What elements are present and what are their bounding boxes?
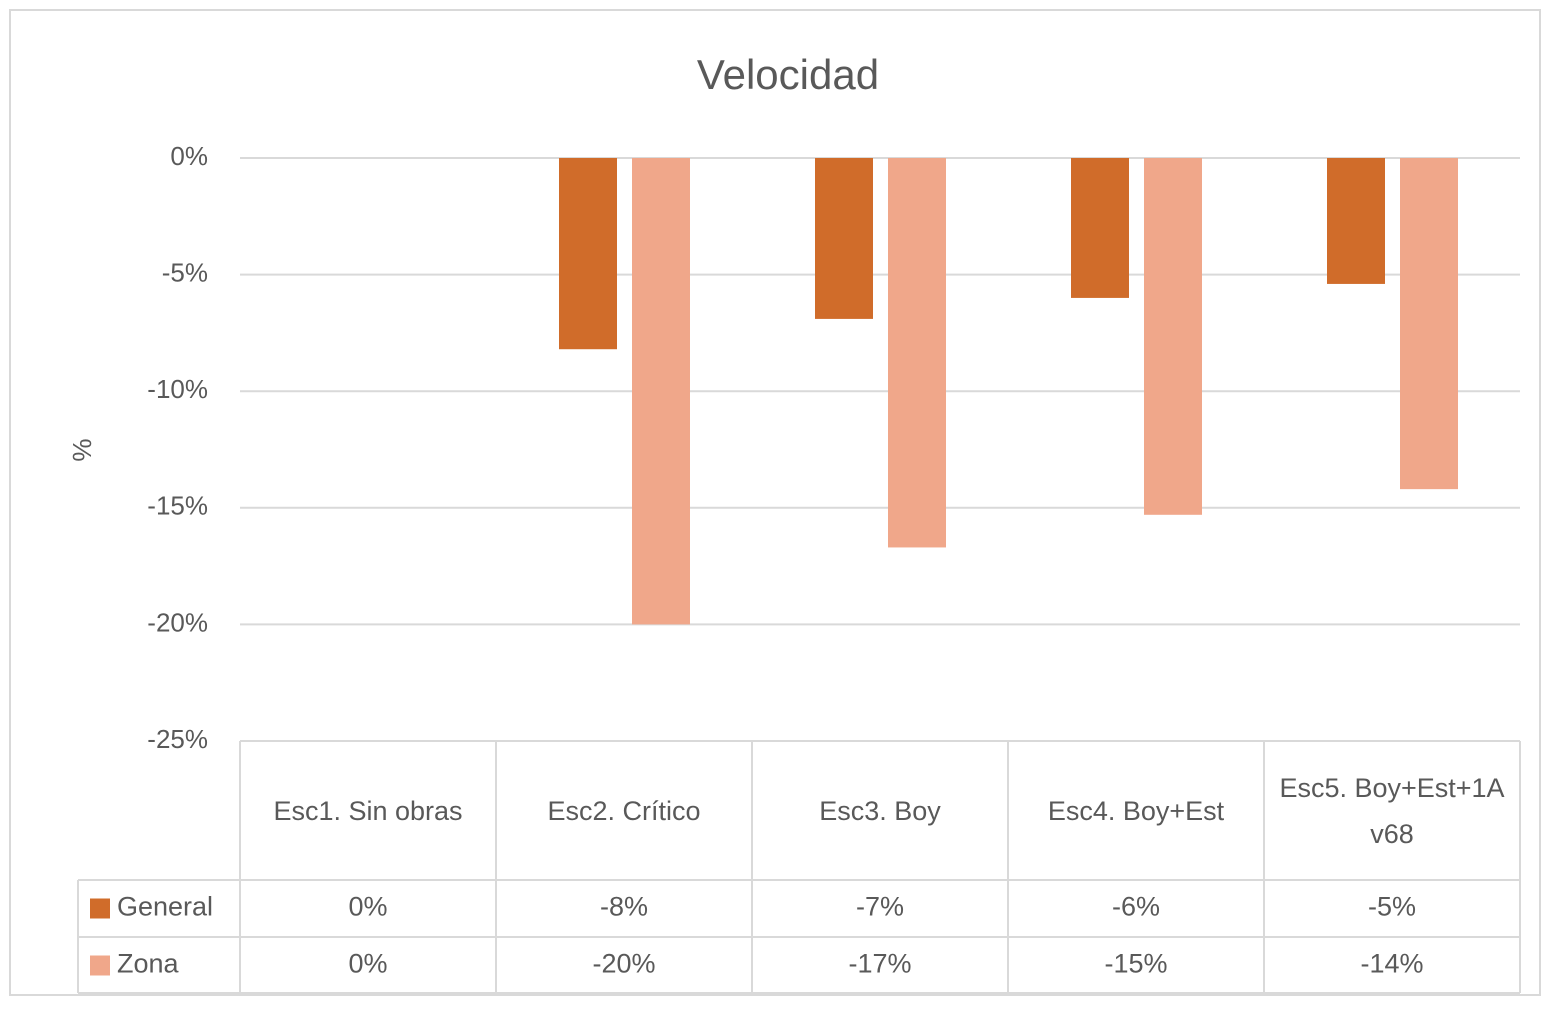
legend-key: [90, 955, 110, 976]
x-tick-label: Esc5. Boy+Est+1Av68: [1279, 772, 1505, 849]
y-tick-label: -25%: [147, 724, 208, 754]
x-tick-label: Esc1. Sin obras: [273, 795, 463, 826]
data-label: -20%: [592, 949, 655, 979]
bar: [1327, 158, 1385, 284]
x-tick-label-box: Esc1. Sin obras: [273, 795, 463, 826]
bar: [888, 158, 946, 548]
chart-border: [9, 9, 1541, 996]
y-tick-label: -10%: [147, 374, 208, 404]
x-tick-label-box: Esc2. Crítico: [547, 795, 701, 826]
x-tick-label-box: Esc3. Boy: [819, 795, 941, 826]
legend-label: Zona: [117, 949, 180, 979]
bar: [815, 158, 873, 319]
data-label: -8%: [600, 892, 648, 922]
data-label: -7%: [856, 892, 904, 922]
legend-key: [90, 898, 110, 919]
x-tick-label: Esc3. Boy: [819, 795, 941, 826]
data-label: -15%: [1104, 949, 1167, 979]
bar: [1071, 158, 1129, 298]
x-tick-label-box: Esc5. Boy+Est+1Av68: [1279, 772, 1505, 849]
data-label: 0%: [348, 949, 387, 979]
data-label: -17%: [848, 949, 911, 979]
data-label: 0%: [348, 892, 387, 922]
y-tick-label: -20%: [147, 607, 208, 637]
bar: [559, 158, 617, 350]
y-tick-label: -5%: [162, 257, 208, 287]
data-label: -5%: [1368, 892, 1416, 922]
data-label: -14%: [1360, 949, 1423, 979]
x-tick-label: Esc4. Boy+Est: [1047, 795, 1225, 826]
legend-label: General: [117, 892, 213, 922]
bar: [632, 158, 690, 625]
bar: [1400, 158, 1458, 490]
data-label: -6%: [1112, 892, 1160, 922]
chart-title: Velocidad: [697, 51, 879, 98]
y-axis-label: %: [67, 438, 97, 461]
y-tick-label: -15%: [147, 491, 208, 521]
y-tick-label: 0%: [170, 141, 208, 171]
bar: [1144, 158, 1202, 515]
x-tick-label-box: Esc4. Boy+Est: [1047, 795, 1225, 826]
x-tick-label: Esc2. Crítico: [547, 795, 701, 826]
